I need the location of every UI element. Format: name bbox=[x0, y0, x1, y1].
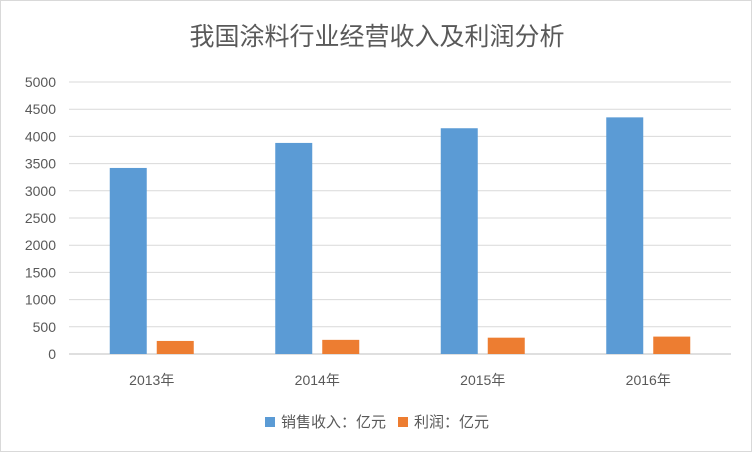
bar-profit bbox=[322, 339, 360, 354]
x-tick-label: 2016年 bbox=[626, 372, 671, 388]
bar-profit bbox=[487, 337, 525, 354]
bar-revenue bbox=[275, 142, 313, 354]
y-tick-label: 4000 bbox=[25, 128, 56, 144]
bar-profit bbox=[653, 336, 691, 354]
y-tick-label: 5000 bbox=[25, 74, 56, 90]
bar-revenue bbox=[109, 167, 147, 354]
y-tick-label: 0 bbox=[48, 346, 56, 362]
y-tick-label: 2000 bbox=[25, 237, 56, 253]
bar-revenue bbox=[606, 117, 644, 354]
legend-item-revenue: 销售收入：亿元 bbox=[264, 411, 386, 432]
legend: 销售收入：亿元 利润：亿元 bbox=[1, 411, 752, 432]
y-tick-label: 1000 bbox=[25, 292, 56, 308]
gridlines bbox=[69, 81, 731, 355]
legend-swatch-revenue bbox=[264, 416, 275, 427]
chart-title: 我国涂料行业经营收入及利润分析 bbox=[189, 22, 565, 51]
legend-swatch-profit bbox=[398, 416, 408, 427]
x-tick-label: 2015年 bbox=[460, 372, 505, 388]
y-tick-label: 2500 bbox=[25, 210, 56, 226]
legend-label-profit: 利润：亿元 bbox=[414, 413, 490, 431]
bars bbox=[109, 117, 691, 354]
y-tick-label: 500 bbox=[33, 319, 57, 335]
x-axis-ticks: 2013年 2014年 2015年 2016年 bbox=[129, 372, 671, 388]
y-axis-ticks: 0 500 1000 1500 2000 2500 3000 3500 4000 4500 5000 bbox=[25, 74, 56, 362]
legend-label-revenue: 销售收入：亿元 bbox=[280, 413, 386, 431]
y-tick-label: 1500 bbox=[25, 264, 56, 280]
y-tick-label: 4500 bbox=[25, 101, 56, 117]
bar-revenue bbox=[440, 128, 478, 354]
x-tick-label: 2014年 bbox=[295, 372, 340, 388]
y-tick-label: 3500 bbox=[25, 156, 56, 172]
legend-item-profit: 利润：亿元 bbox=[398, 411, 489, 432]
bar-profit bbox=[156, 340, 194, 354]
x-tick-label: 2013年 bbox=[129, 372, 174, 388]
y-tick-label: 3000 bbox=[25, 183, 56, 199]
